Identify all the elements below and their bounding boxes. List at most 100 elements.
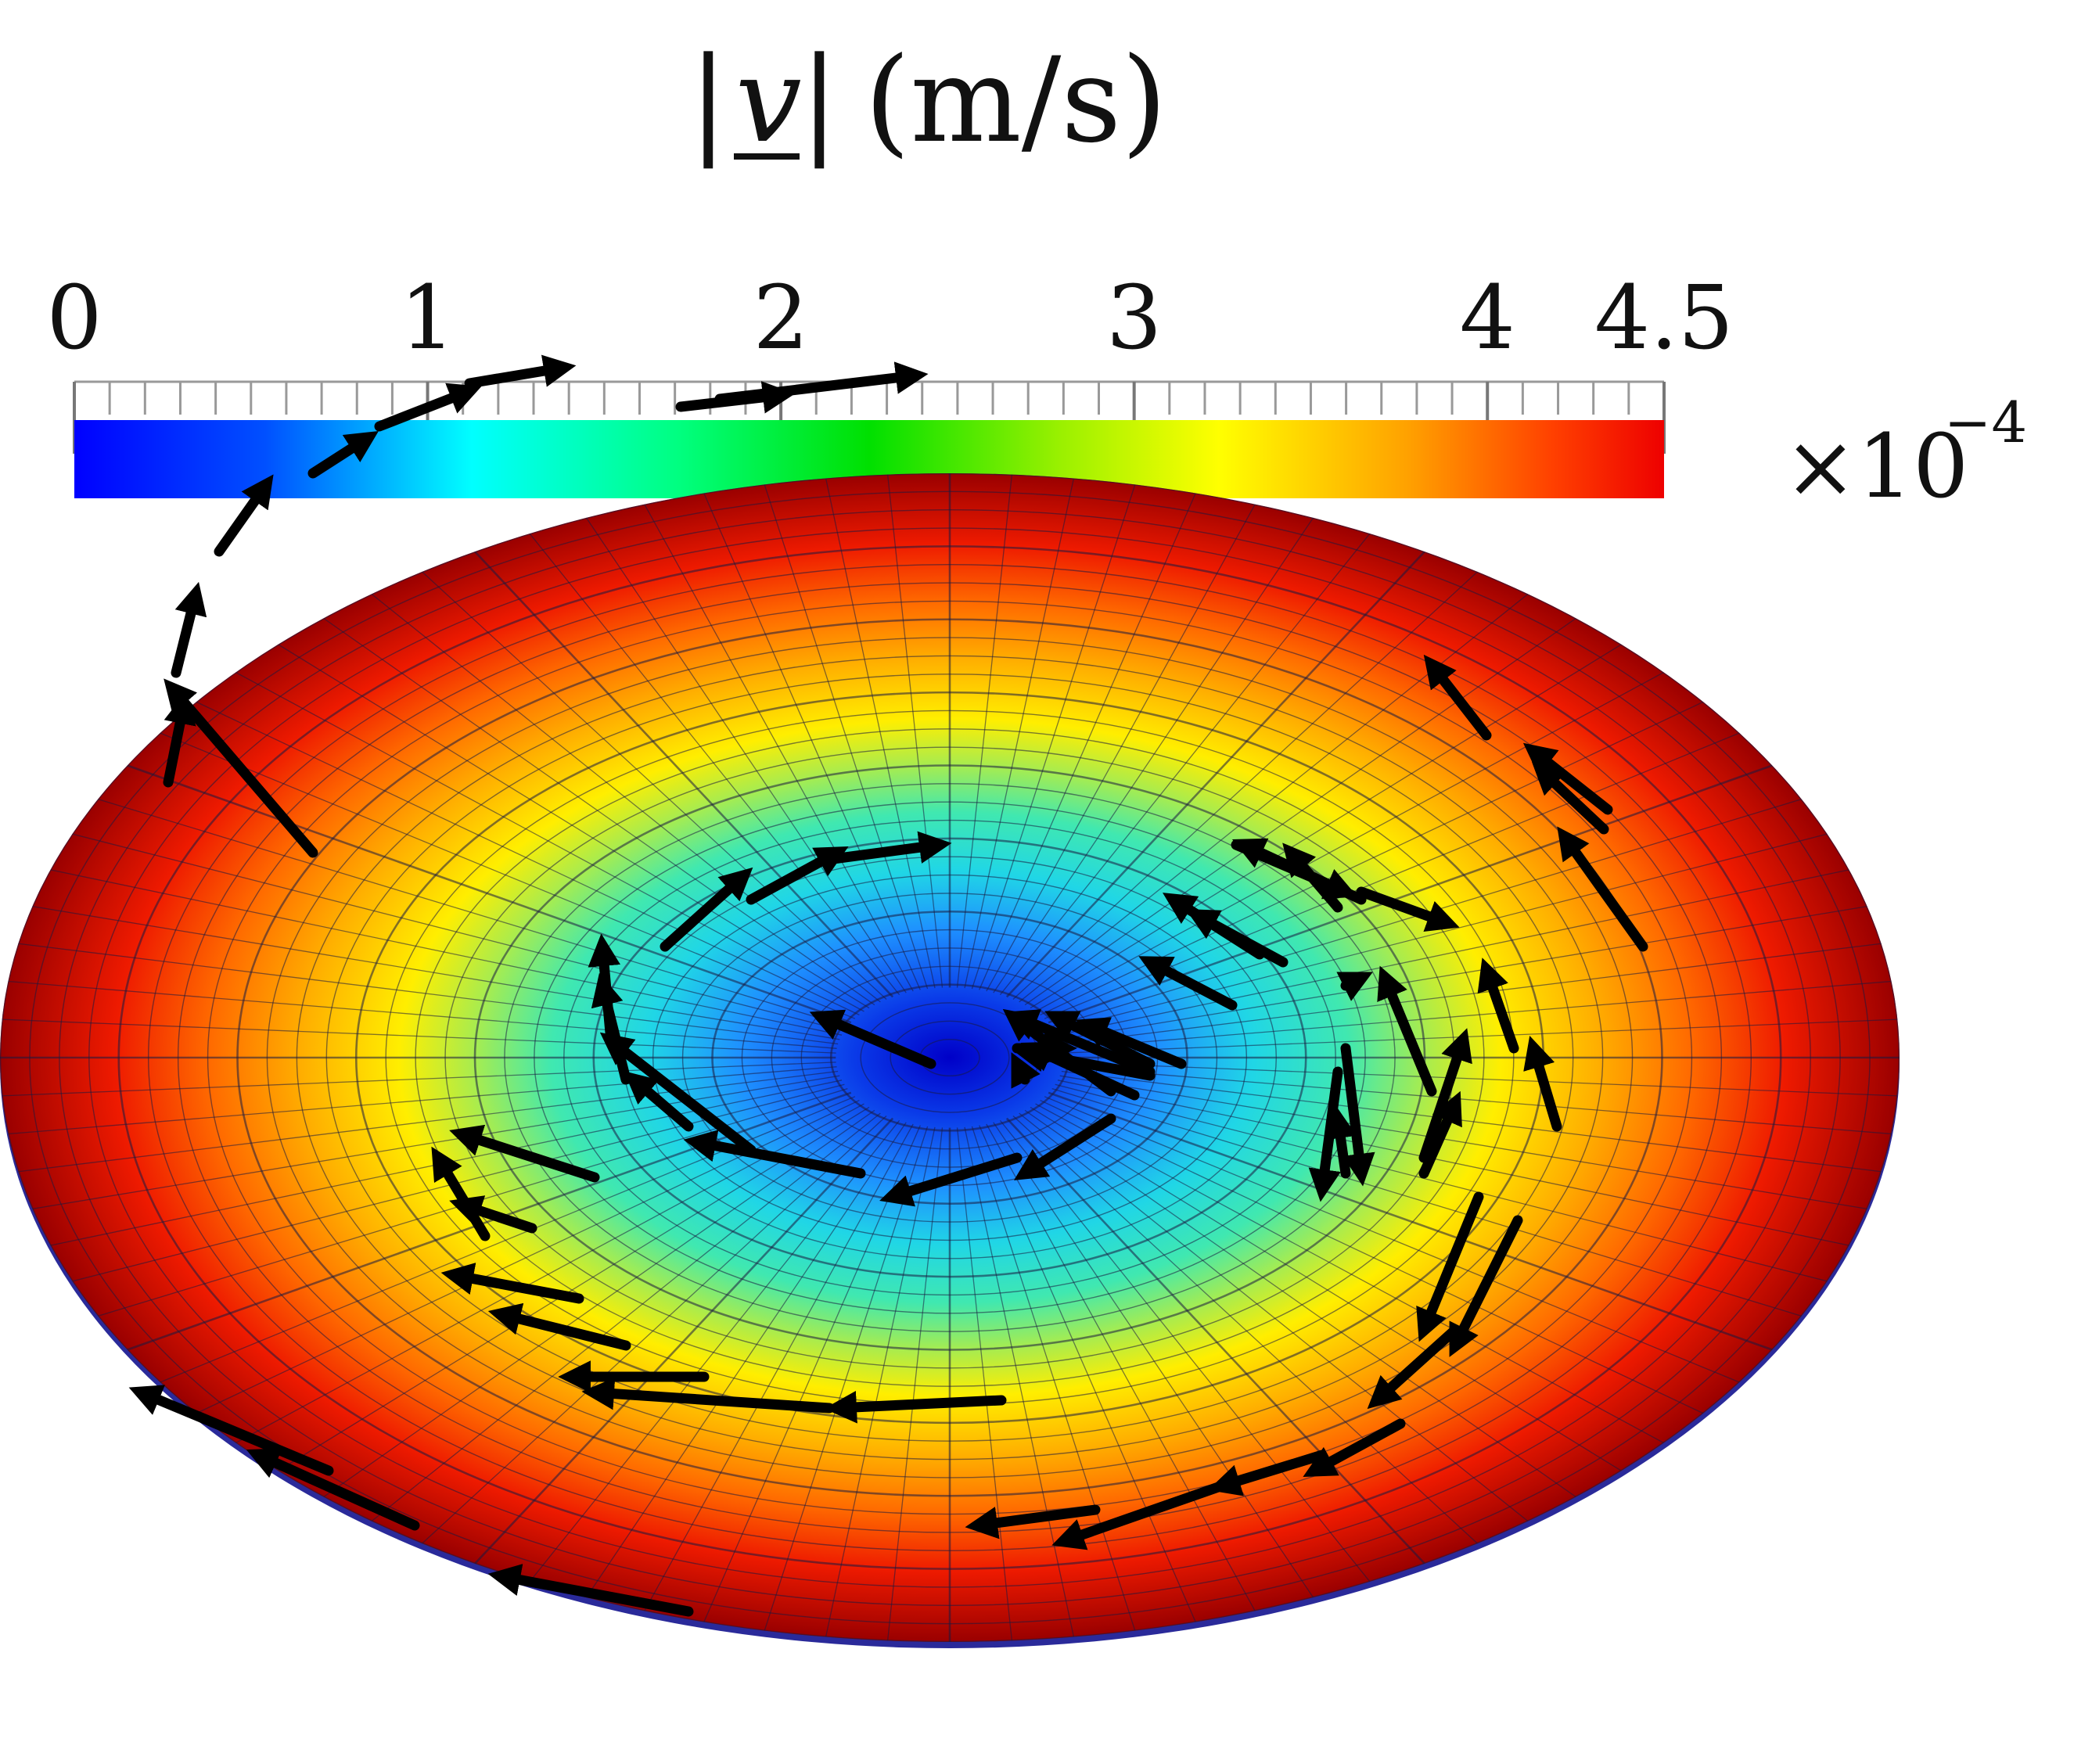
- velocity-arrow: [171, 581, 207, 678]
- velocity-arrow: [683, 1130, 866, 1179]
- velocity-arrow: [1013, 1113, 1116, 1180]
- mesh-spoke: [644, 1123, 914, 1611]
- mesh-spoke: [371, 1112, 881, 1522]
- velocity-arrow: [449, 1124, 600, 1183]
- tick-label: 1: [400, 268, 455, 369]
- tick-label: 4: [1460, 268, 1515, 369]
- velocity-arrow: [487, 1302, 631, 1351]
- mesh-spoke: [1024, 617, 1576, 1006]
- mesh-spoke: [764, 484, 929, 990]
- velocity-arrow: [714, 361, 929, 404]
- mesh-spoke: [956, 1127, 1013, 1641]
- colorbar-tick-labels: 0 1 2 3 4 4.5: [46, 268, 1734, 369]
- mesh-spoke: [1062, 980, 1892, 1049]
- mesh-spoke: [986, 1123, 1256, 1611]
- velocity-arrow: [1377, 965, 1437, 1097]
- velocity-arrow: [1162, 893, 1265, 960]
- mesh-spoke: [999, 1119, 1371, 1583]
- velocity-arrow: [965, 1504, 1101, 1539]
- mesh-spoke: [1005, 1117, 1425, 1565]
- mesh-spoke: [8, 980, 837, 1049]
- velocity-arrow: [581, 1377, 835, 1414]
- mesh-spoke: [1044, 1096, 1740, 1383]
- mesh-spoke: [422, 1116, 887, 1544]
- velocity-arrow: [1051, 1481, 1226, 1550]
- mesh-spoke: [1059, 1075, 1867, 1209]
- mesh-spoke: [474, 551, 894, 998]
- mesh-spoke: [2, 1019, 836, 1054]
- colorbar-multiplier: ×10 −4: [1784, 390, 2027, 518]
- mesh-spoke: [1063, 1019, 1898, 1054]
- velocity-arrow: [1367, 1324, 1461, 1410]
- mesh-spoke: [323, 617, 875, 1006]
- mesh-spoke: [1059, 906, 1867, 1040]
- velocity-arrow: [431, 1146, 491, 1241]
- velocity-arrow: [1449, 1215, 1523, 1357]
- velocity-arrow: [374, 383, 482, 432]
- mesh-spoke: [1024, 1109, 1576, 1498]
- mesh-spoke: [32, 906, 840, 1040]
- mesh-spoke: [1030, 644, 1622, 1009]
- mesh-spoke: [1019, 1112, 1529, 1522]
- velocity-arrow: [1324, 1105, 1357, 1179]
- velocity-arrow: [1531, 761, 1609, 835]
- velocity-arrow: [1416, 1191, 1484, 1342]
- mesh-spoke: [964, 478, 1075, 989]
- mesh-spoke: [993, 517, 1314, 993]
- mesh-spoke: [1063, 1062, 1898, 1097]
- velocity-arrow: [1522, 742, 1613, 815]
- mesh-spoke: [8, 1066, 837, 1135]
- velocity-arrow: [824, 1391, 1007, 1424]
- velocity-arrow: [128, 1385, 334, 1476]
- velocity-arrow: [1231, 839, 1358, 900]
- velocity-arrow: [246, 1448, 420, 1531]
- tick-label: 4.5: [1594, 268, 1734, 369]
- mesh-spoke: [956, 474, 1013, 988]
- mesh-spoke: [986, 504, 1256, 992]
- mesh-spoke: [278, 644, 870, 1009]
- velocity-arrow: [1523, 1036, 1562, 1132]
- title-bar-right: |: [800, 33, 839, 169]
- mesh-spoke: [886, 1127, 944, 1641]
- velocity-arrow: [1356, 886, 1460, 932]
- mesh-spoke: [1057, 869, 1849, 1036]
- mesh-spoke: [98, 798, 848, 1027]
- velocity-arrow: [1020, 1041, 1140, 1101]
- velocity-arrow: [599, 1032, 757, 1155]
- title-bar-left: |: [688, 33, 728, 169]
- colorbar-minor-ticks: [73, 382, 1666, 415]
- multiplier-base: ×10: [1784, 416, 1968, 518]
- mesh-spoke: [999, 533, 1371, 996]
- mesh-spoke: [1012, 571, 1478, 1000]
- mesh-spoke: [585, 517, 907, 993]
- mesh-spoke: [1061, 943, 1882, 1045]
- mesh-spoke: [971, 1126, 1136, 1631]
- mesh-spoke: [1051, 1088, 1802, 1317]
- mesh-spoke: [1012, 1116, 1478, 1544]
- mesh-spoke: [971, 484, 1136, 990]
- velocity-arrows: [128, 354, 1648, 1617]
- velocity-arrow: [1336, 972, 1373, 1001]
- velocity-arrow: [214, 474, 274, 557]
- velocity-arrow: [816, 831, 952, 866]
- mesh-spoke: [1005, 551, 1425, 998]
- velocity-arrow: [1477, 957, 1519, 1054]
- velocity-arrow: [660, 867, 753, 952]
- velocity-arrow: [487, 1564, 694, 1617]
- mesh-spoke: [72, 833, 845, 1032]
- velocity-arrow: [879, 1152, 1023, 1207]
- mesh-spoke: [644, 504, 914, 992]
- mesh-ring: [890, 1020, 1010, 1095]
- mesh-spoke: [32, 1075, 840, 1209]
- mesh-spoke: [886, 474, 944, 988]
- tick-label: 2: [753, 268, 808, 369]
- mesh-spoke: [993, 1122, 1314, 1598]
- mesh-spoke: [529, 533, 900, 996]
- mesh-spoke: [1061, 1070, 1882, 1173]
- mesh-spoke: [474, 1117, 894, 1565]
- velocity-arrow: [440, 1263, 584, 1304]
- mesh-spoke: [979, 493, 1196, 990]
- mesh-spoke: [703, 493, 921, 990]
- mesh-spoke: [529, 1119, 900, 1583]
